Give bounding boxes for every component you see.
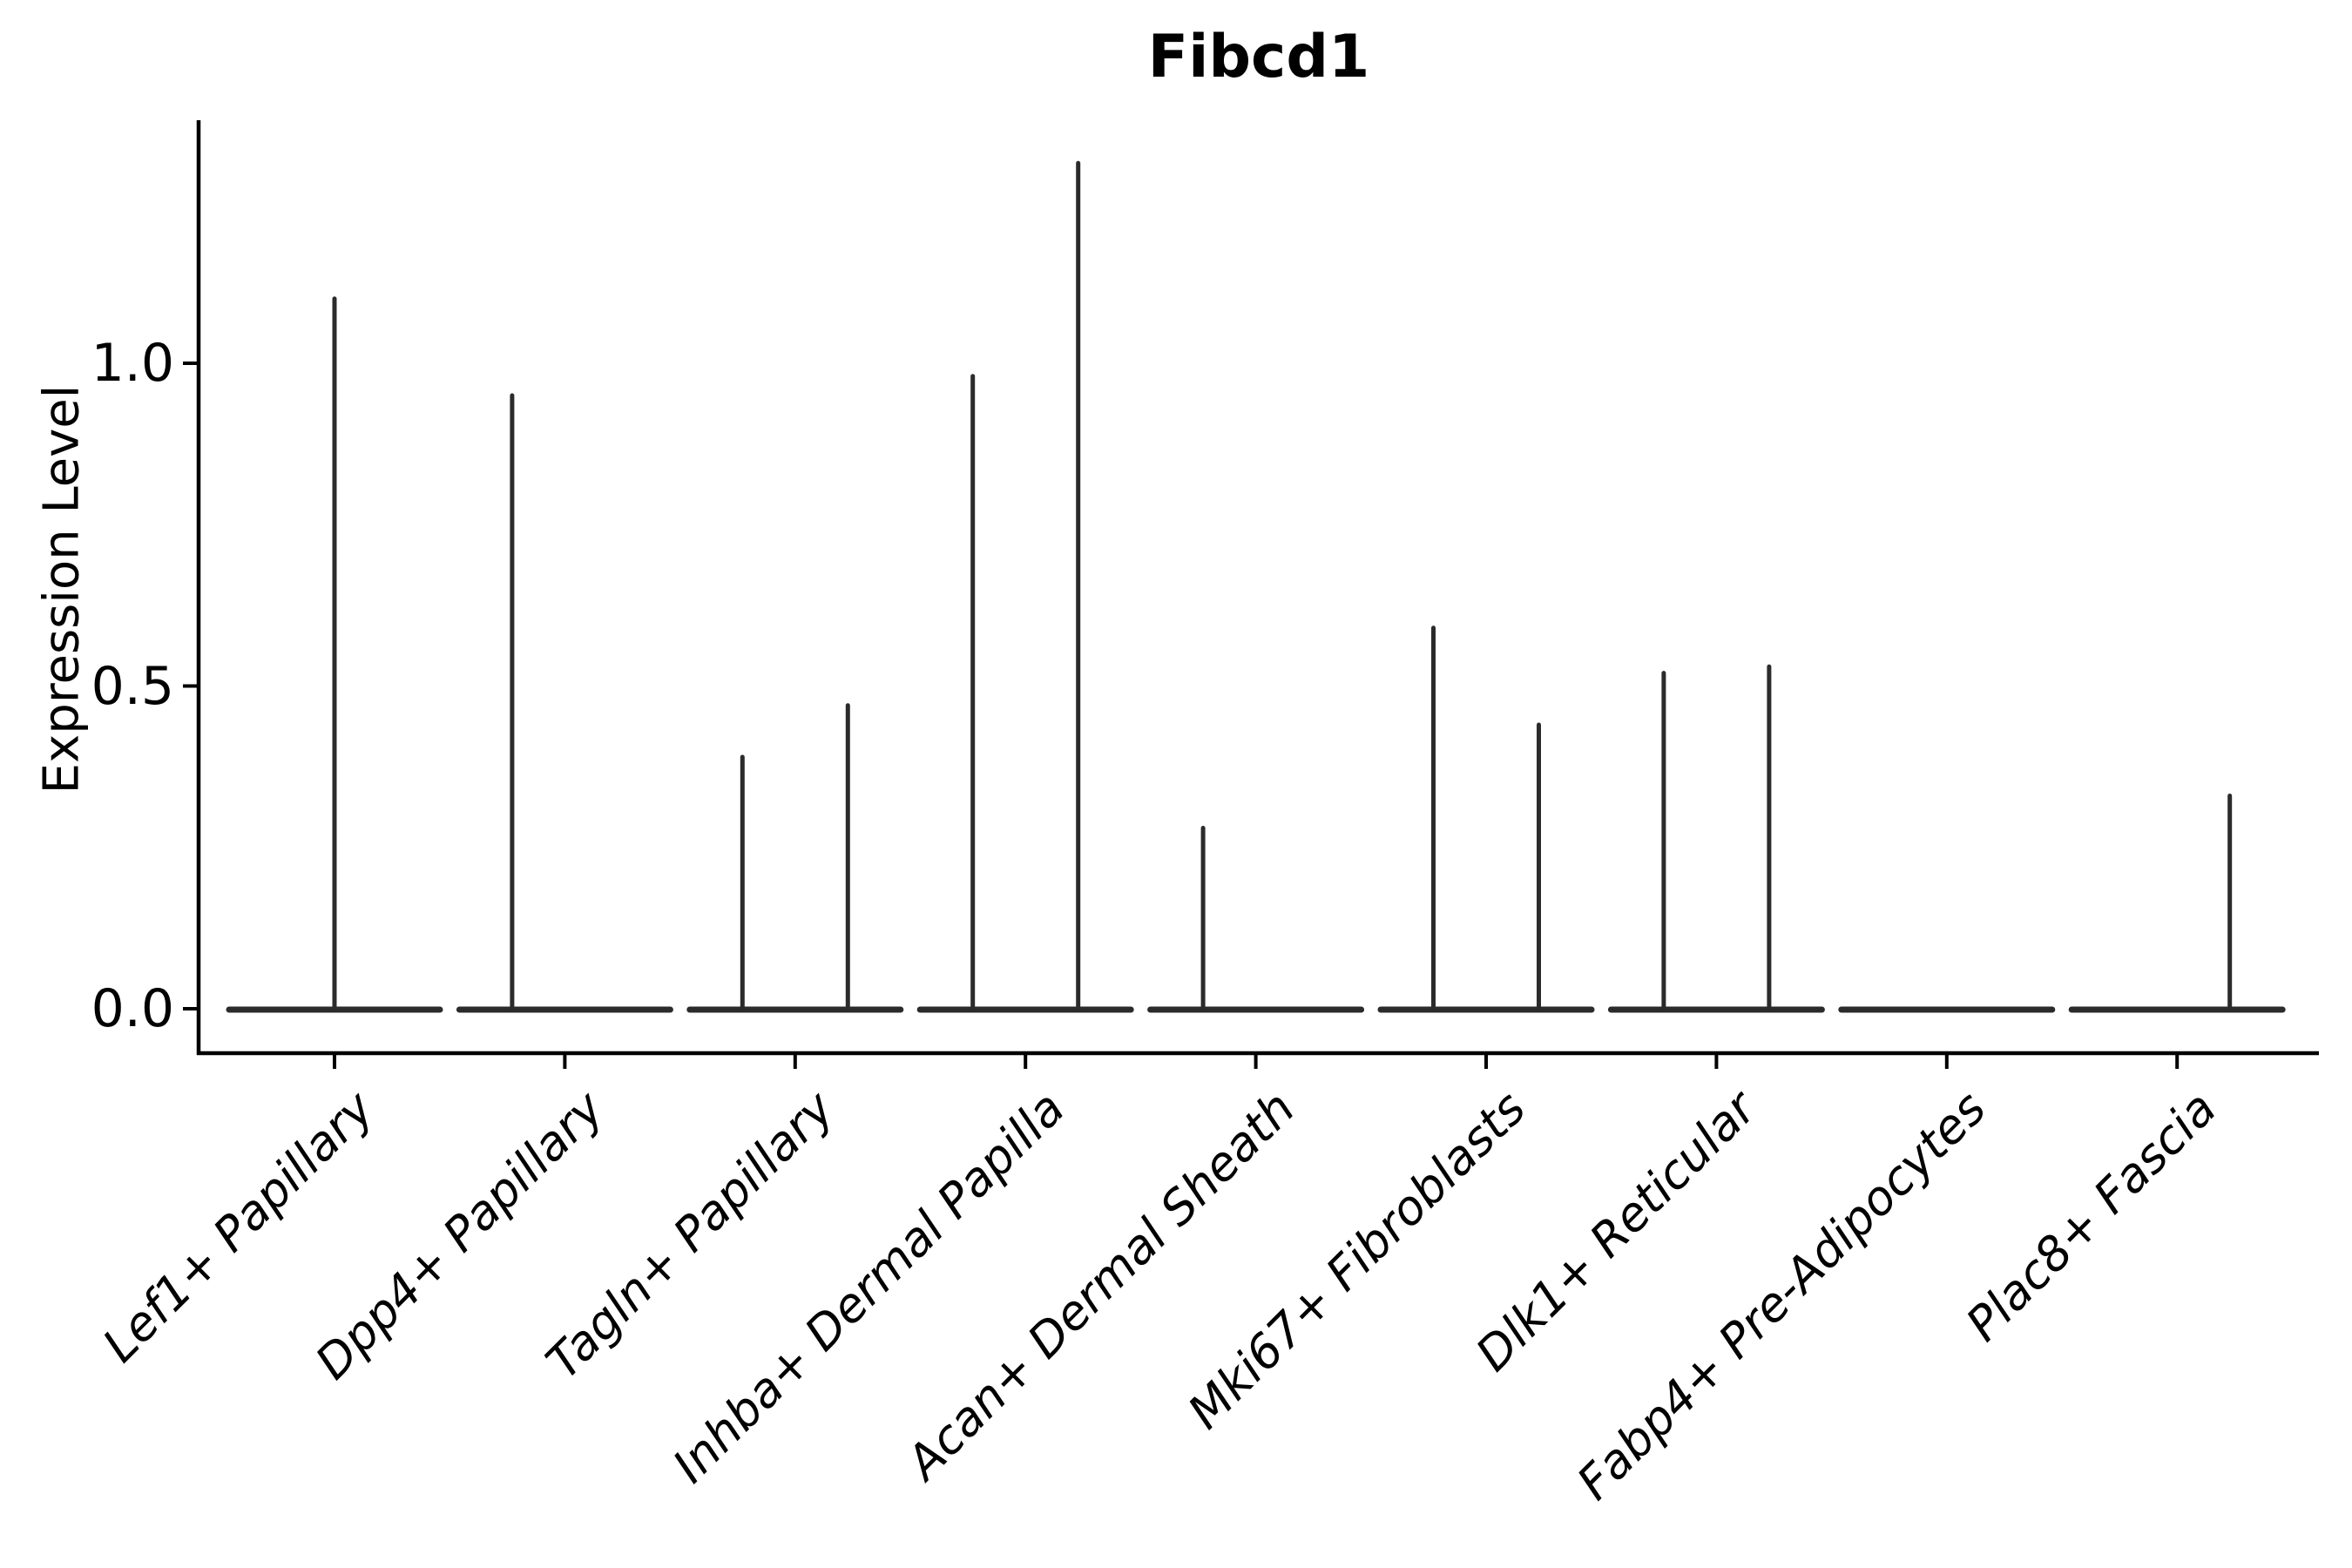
y-tick-label: 0.0: [91, 978, 174, 1039]
y-tick-label: 1.0: [91, 333, 174, 394]
y-tick-label: 0.5: [91, 655, 174, 717]
chart-title: Fibcd1: [1147, 23, 1370, 91]
